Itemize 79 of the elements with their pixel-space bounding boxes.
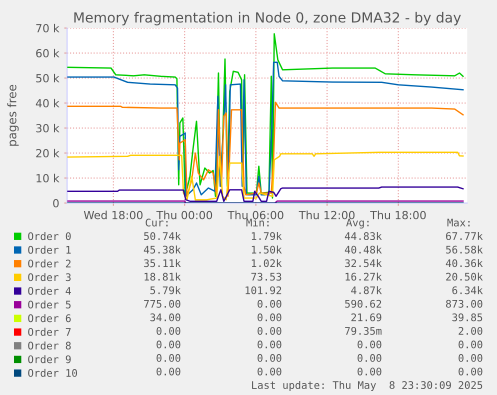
x-tick-label: Thu 00:00	[156, 210, 212, 220]
text: Cur:	[146, 218, 168, 227]
x-tick-label: Thu 18:00	[370, 210, 426, 220]
text: 0.00	[358, 368, 382, 376]
text: 50.74k	[144, 232, 181, 240]
text: 0.00	[358, 340, 382, 348]
text: 1.02k	[252, 259, 282, 268]
legend-label: Order 2	[28, 259, 71, 268]
text: 775.00	[144, 300, 180, 308]
text: 18.81k	[144, 272, 181, 281]
text: 0.00	[458, 368, 482, 376]
text: 0.00	[258, 300, 282, 308]
text: 590.62	[345, 300, 382, 308]
text: 0.00	[258, 326, 282, 335]
y-tick-label: 60 k	[36, 48, 60, 58]
text: 67.77k	[446, 232, 483, 240]
legend-label: Order 9	[28, 355, 71, 364]
text: 101.92	[246, 286, 282, 294]
y-tick-label: 70 k	[36, 24, 60, 32]
y-tick-label: 40 k	[36, 98, 60, 108]
legend-label: Order 3	[28, 273, 71, 282]
x-tick-label: Wed 18:00	[84, 210, 143, 220]
text: 0.00	[156, 368, 180, 376]
text: 21.69	[351, 313, 382, 322]
text: 34.00	[150, 313, 180, 322]
y-tick-label: 20 k	[36, 148, 60, 158]
text: 40.48k	[344, 246, 382, 254]
text: 44.83k	[344, 232, 382, 240]
line-series	[67, 62, 464, 197]
text: 2.00	[458, 326, 482, 335]
text: 0.00	[156, 354, 180, 362]
text: 16.27k	[346, 272, 382, 281]
line-series	[67, 152, 464, 200]
legend-label: Order 10	[28, 368, 78, 377]
y-tick-label: 30 k	[36, 124, 60, 132]
text: 0.00	[358, 354, 382, 362]
y-axis-title: pages free	[7, 84, 19, 146]
text: 873.00	[446, 300, 482, 308]
text: Avg:	[346, 218, 369, 229]
legend-label: Order 1	[28, 246, 71, 254]
legend-label: Order 5	[28, 300, 71, 309]
x-tick-label: Thu 06:00	[228, 210, 284, 220]
text: 40.36k	[446, 259, 483, 268]
text: 1.79k	[252, 232, 282, 240]
x-tick-label: Thu 12:00	[298, 210, 355, 220]
text: 0.00	[156, 340, 180, 348]
text: 39.85	[452, 313, 482, 322]
text: 0.00	[258, 368, 282, 376]
legend-label: Order 7	[28, 328, 71, 336]
text: 6.34k	[452, 286, 483, 294]
legend-label: Order 6	[28, 314, 71, 322]
text: 0.00	[258, 313, 282, 322]
text: 32.54k	[345, 259, 382, 268]
y-tick-label: 50 k	[36, 74, 60, 82]
legend-label: Order 0	[28, 232, 71, 240]
line-series	[67, 102, 464, 197]
text: 45.38k	[144, 246, 181, 254]
text: 79.35m	[345, 326, 382, 335]
y-tick-label: 10 k	[36, 174, 60, 182]
text: Last update: Thu May 8 23:30:09 2025	[252, 380, 482, 392]
text: 35.11k	[144, 259, 181, 268]
line-series	[67, 186, 464, 202]
chart-title: Memory fragmentation in Node 0, zone DMA32 - by day	[74, 12, 461, 26]
text: 5.79k	[150, 286, 181, 294]
text: 20.50k	[446, 272, 483, 281]
text: Min:	[246, 218, 269, 226]
text: 0.00	[258, 354, 282, 362]
text: 0.00	[458, 354, 482, 362]
text: 0.00	[258, 340, 282, 348]
y-tick-label: 0	[53, 199, 59, 208]
text: 73.53	[251, 272, 282, 281]
text: 56.58k	[446, 246, 483, 254]
legend-label: Order 8	[28, 341, 71, 350]
legend-label: Order 4	[28, 286, 71, 295]
text: 0.00	[458, 340, 482, 348]
text: 1.50k	[252, 246, 282, 254]
text: Max:	[447, 218, 470, 227]
text: 0.00	[156, 326, 180, 335]
text: 4.87k	[351, 286, 382, 294]
